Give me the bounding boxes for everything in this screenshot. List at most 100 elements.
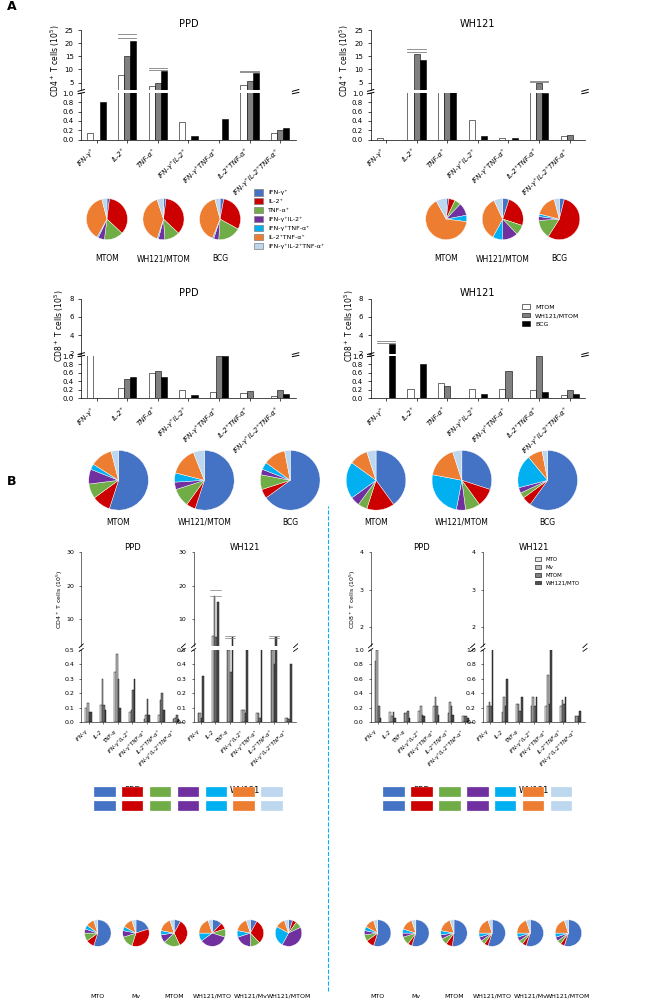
Wedge shape — [441, 933, 454, 939]
Wedge shape — [446, 199, 455, 219]
Bar — [118, 679, 120, 722]
Bar — [155, 366, 161, 371]
X-axis label: PPD: PPD — [413, 787, 430, 796]
Bar — [408, 388, 413, 398]
Wedge shape — [446, 933, 454, 946]
Wedge shape — [560, 933, 568, 946]
Bar — [505, 706, 506, 722]
Bar — [506, 370, 512, 398]
Wedge shape — [432, 451, 462, 480]
Wedge shape — [143, 199, 164, 238]
Wedge shape — [488, 920, 506, 946]
Bar — [422, 715, 423, 722]
Wedge shape — [94, 451, 118, 480]
Title: WH121: WH121 — [460, 19, 495, 29]
Bar — [161, 367, 167, 371]
Wedge shape — [539, 216, 559, 220]
Bar — [438, 79, 444, 139]
Bar — [158, 715, 160, 722]
Wedge shape — [123, 927, 136, 933]
Y-axis label: CD4$^+$ T cells (10$^5$): CD4$^+$ T cells (10$^5$) — [55, 569, 65, 629]
Bar — [118, 75, 124, 96]
Bar — [214, 596, 215, 653]
Bar — [465, 716, 467, 722]
Text: B: B — [6, 475, 16, 488]
Wedge shape — [109, 450, 148, 511]
Bar — [161, 377, 167, 398]
Text: A: A — [6, 0, 16, 13]
Bar — [409, 700, 410, 702]
Bar — [420, 60, 426, 96]
Bar — [130, 0, 136, 139]
Bar — [575, 716, 576, 722]
Bar — [469, 369, 474, 371]
Bar — [536, 0, 542, 139]
Bar — [542, 392, 548, 398]
Bar — [451, 706, 452, 722]
Bar — [244, 714, 246, 722]
Bar — [147, 699, 148, 722]
FancyBboxPatch shape — [150, 802, 172, 811]
Bar — [490, 706, 492, 722]
Wedge shape — [359, 480, 376, 509]
Bar — [114, 652, 116, 653]
Wedge shape — [262, 480, 290, 497]
Wedge shape — [202, 933, 225, 946]
X-axis label: MTOM: MTOM — [434, 254, 458, 263]
Bar — [490, 694, 492, 702]
Bar — [408, 92, 413, 96]
Bar — [503, 697, 505, 722]
FancyBboxPatch shape — [94, 788, 116, 797]
FancyBboxPatch shape — [94, 802, 116, 811]
Wedge shape — [365, 927, 378, 933]
Wedge shape — [213, 920, 222, 933]
Bar — [155, 0, 161, 139]
Wedge shape — [446, 198, 448, 219]
Wedge shape — [157, 219, 164, 239]
Bar — [118, 387, 124, 398]
Bar — [274, 665, 276, 722]
Title: PPD: PPD — [124, 543, 140, 552]
Wedge shape — [161, 931, 174, 935]
Wedge shape — [523, 933, 530, 946]
Wedge shape — [502, 219, 523, 234]
Bar — [240, 392, 246, 398]
Bar — [389, 344, 395, 371]
Bar — [87, 704, 88, 722]
Wedge shape — [176, 452, 204, 480]
Wedge shape — [376, 450, 406, 505]
Wedge shape — [462, 480, 490, 505]
FancyBboxPatch shape — [551, 788, 572, 797]
Bar — [116, 655, 118, 722]
Wedge shape — [276, 927, 289, 945]
X-axis label: WH121/MTOM: WH121/MTOM — [177, 518, 231, 527]
Wedge shape — [519, 480, 548, 493]
Y-axis label: CD4$^+$ T cells (10$^5$): CD4$^+$ T cells (10$^5$) — [49, 24, 62, 96]
Wedge shape — [164, 199, 184, 233]
Wedge shape — [250, 920, 257, 933]
Bar — [144, 719, 145, 722]
Wedge shape — [84, 929, 98, 933]
Wedge shape — [482, 200, 502, 237]
Wedge shape — [263, 462, 290, 480]
Wedge shape — [94, 480, 118, 509]
Bar — [271, 132, 278, 139]
Wedge shape — [94, 920, 111, 946]
Wedge shape — [432, 474, 462, 510]
Bar — [124, 379, 130, 398]
FancyBboxPatch shape — [205, 802, 227, 811]
Bar — [199, 714, 201, 722]
Bar — [212, 1, 214, 722]
X-axis label: Mv: Mv — [411, 994, 421, 999]
Bar — [389, 697, 391, 702]
Bar — [160, 701, 161, 722]
Wedge shape — [403, 933, 416, 944]
Bar — [161, 71, 167, 96]
Bar — [542, 370, 548, 371]
Bar — [192, 395, 198, 398]
Bar — [462, 716, 464, 722]
Wedge shape — [441, 921, 454, 933]
Y-axis label: CD8$^+$ T cells (10$^5$): CD8$^+$ T cells (10$^5$) — [348, 569, 358, 629]
Wedge shape — [549, 199, 580, 239]
Bar — [420, 706, 422, 722]
